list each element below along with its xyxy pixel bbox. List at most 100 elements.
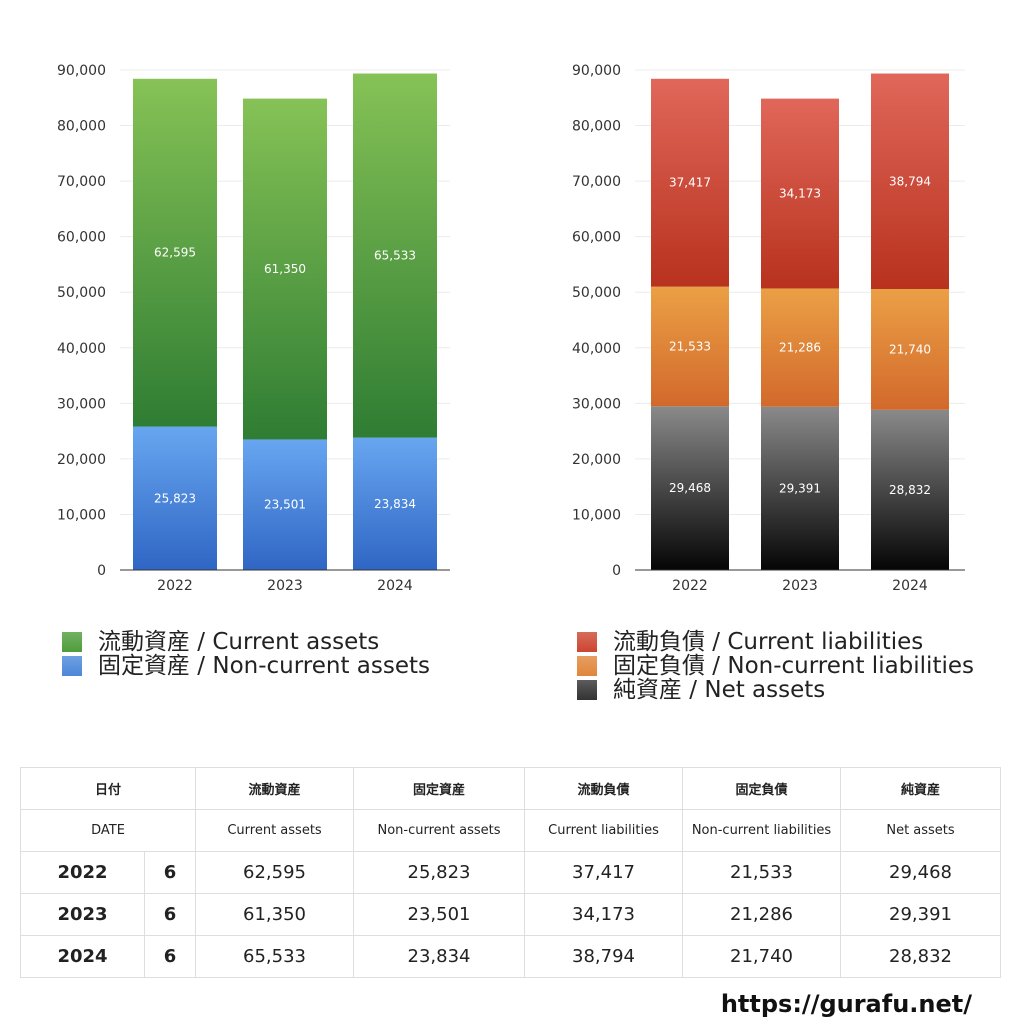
data-label: 62,595 — [154, 246, 196, 260]
cell-current-liabilities: 37,417 — [524, 851, 684, 894]
data-label: 21,740 — [889, 342, 931, 356]
x-tick-label: 2022 — [157, 578, 193, 594]
cell-non-current-liabilities: 21,286 — [682, 893, 842, 936]
y-tick-label: 10,000 — [572, 507, 621, 523]
bar-segment — [761, 406, 839, 570]
table-header-jp: 日付 流動資産 固定資産 流動負債 固定負債 純資産 — [19, 767, 1002, 810]
assets-legend: 流動資産 / Current assets 固定資産 / Non-current … — [62, 630, 430, 678]
legend-label: 流動負債 / Current liabilities — [613, 629, 924, 655]
cell-current-assets: 62,595 — [195, 851, 355, 894]
cell-net-assets: 28,832 — [840, 935, 1002, 978]
data-table-container: 日付 流動資産 固定資産 流動負債 固定負債 純資産 DATE Current … — [19, 767, 1002, 978]
data-label: 61,350 — [264, 262, 306, 276]
row-month: 6 — [143, 935, 197, 978]
header-date-en: DATE — [19, 809, 197, 852]
legend-swatch — [577, 656, 597, 676]
y-tick-label: 50,000 — [572, 285, 621, 301]
data-label: 65,533 — [374, 249, 416, 263]
charts-area: 0 10,000 20,000 30,000 40,000 50,000 60,000 70,… — [57, 63, 965, 594]
cell-current-assets: 61,350 — [195, 893, 355, 936]
y-tick-label: 10,000 — [57, 507, 106, 523]
table-row: 2023 6 61,350 23,501 34,173 21,286 29,39… — [20, 893, 1002, 936]
legend-item: 流動資産 / Current assets — [62, 630, 430, 654]
bar-segment — [353, 73, 437, 438]
cell-non-current-assets: 25,823 — [353, 851, 526, 894]
y-tick-label: 60,000 — [57, 230, 106, 246]
data-label: 21,533 — [669, 339, 711, 353]
liabilities-legend: 流動負債 / Current liabilities 固定負債 / Non-cur… — [577, 630, 974, 702]
header-current-liabilities-jp: 流動負債 — [524, 767, 684, 810]
liabilities-chart: 0 10,000 20,000 30,000 40,000 50,000 60,000 70,… — [572, 63, 965, 594]
bar-segment — [871, 289, 949, 410]
header-non-current-assets-jp: 固定資産 — [353, 767, 526, 810]
row-month: 6 — [143, 851, 197, 894]
y-tick-label: 20,000 — [572, 452, 621, 468]
legend-swatch — [577, 632, 597, 652]
header-non-current-assets-en: Non-current assets — [353, 809, 526, 852]
y-tick-label: 80,000 — [57, 119, 106, 135]
y-tick-label: 60,000 — [572, 230, 621, 246]
y-tick-label: 0 — [612, 563, 621, 579]
legend-item: 流動負債 / Current liabilities — [577, 630, 974, 654]
cell-current-liabilities: 34,173 — [524, 893, 684, 936]
row-year: 2023 — [20, 893, 145, 936]
legend-label: 固定負債 / Non-current liabilities — [613, 653, 974, 679]
cell-non-current-liabilities: 21,533 — [682, 851, 842, 894]
data-label: 23,501 — [264, 498, 306, 512]
y-tick-label: 0 — [97, 563, 106, 579]
data-label: 25,823 — [154, 491, 196, 505]
x-tick-label: 2024 — [892, 578, 928, 594]
bar-segment — [243, 439, 327, 570]
data-label: 38,794 — [889, 174, 931, 188]
cell-current-assets: 65,533 — [195, 935, 355, 978]
x-tick-label: 2023 — [267, 578, 303, 594]
header-current-liabilities-en: Current liabilities — [524, 809, 684, 852]
x-tick-label: 2024 — [377, 578, 413, 594]
y-tick-label: 90,000 — [572, 63, 621, 79]
table-row: 2024 6 65,533 23,834 38,794 21,740 28,83… — [20, 935, 1002, 978]
y-tick-label: 40,000 — [57, 341, 106, 357]
header-date-jp: 日付 — [19, 767, 197, 810]
bar-segment — [133, 78, 217, 427]
legend-item: 固定資産 / Non-current assets — [62, 654, 430, 678]
table-header-en: DATE Current assets Non-current assets C… — [19, 809, 1002, 852]
x-tick-label: 2022 — [672, 578, 708, 594]
y-tick-label: 20,000 — [57, 452, 106, 468]
y-tick-label: 90,000 — [57, 63, 106, 79]
bar-segment — [871, 409, 949, 570]
bar-segment — [761, 288, 839, 407]
legend-swatch — [62, 656, 82, 676]
data-label: 29,391 — [779, 481, 821, 495]
y-tick-label: 70,000 — [572, 174, 621, 190]
header-current-assets-jp: 流動資産 — [195, 767, 355, 810]
y-tick-label: 30,000 — [572, 396, 621, 412]
cell-non-current-assets: 23,834 — [353, 935, 526, 978]
cell-net-assets: 29,391 — [840, 893, 1002, 936]
bar-segment — [353, 437, 437, 570]
x-tick-label: 2023 — [782, 578, 818, 594]
data-label: 37,417 — [669, 176, 711, 190]
header-non-current-liabilities-jp: 固定負債 — [682, 767, 842, 810]
row-year: 2024 — [20, 935, 145, 978]
bar-segment — [871, 73, 949, 290]
legend-label: 固定資産 / Non-current assets — [98, 653, 431, 679]
bar-segment — [133, 426, 217, 570]
legend-swatch — [62, 632, 82, 652]
legend-label: 流動資産 / Current assets — [98, 629, 380, 655]
header-current-assets-en: Current assets — [195, 809, 355, 852]
row-month: 6 — [143, 893, 197, 936]
legend-swatch — [577, 680, 597, 700]
y-tick-label: 30,000 — [57, 396, 106, 412]
header-net-assets-en: Net assets — [840, 809, 1002, 852]
site-url[interactable]: https://gurafu.net/ — [720, 990, 972, 1018]
legend-item: 純資産 / Net assets — [577, 678, 974, 702]
table-row: 2022 6 62,595 25,823 37,417 21,533 29,46… — [20, 851, 1002, 894]
y-tick-label: 80,000 — [572, 119, 621, 135]
bar-segment — [761, 98, 839, 289]
legend-item: 固定負債 / Non-current liabilities — [577, 654, 974, 678]
header-net-assets-jp: 純資産 — [840, 767, 1002, 810]
cell-current-liabilities: 38,794 — [524, 935, 684, 978]
header-non-current-liabilities-en: Non-current liabilities — [682, 809, 842, 852]
data-label: 34,173 — [779, 187, 821, 201]
row-year: 2022 — [20, 851, 145, 894]
